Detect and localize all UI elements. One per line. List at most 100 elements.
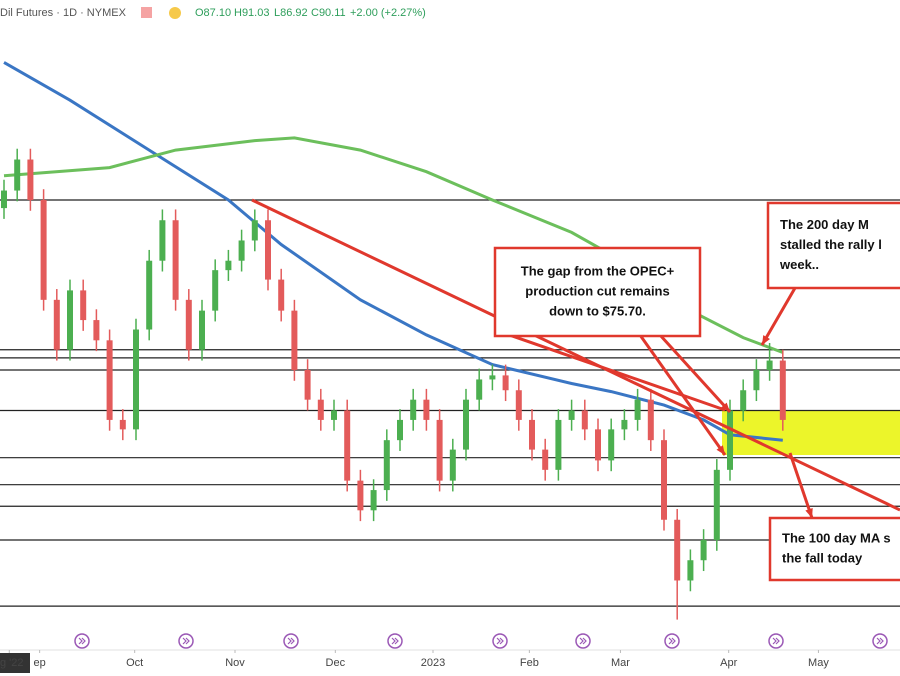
- candle-body: [159, 220, 166, 261]
- candle-body: [740, 390, 747, 411]
- candle-body: [397, 419, 403, 441]
- candle-body: [423, 399, 430, 420]
- dividend-icon: [169, 7, 181, 19]
- event-icon-glyph: [668, 637, 676, 645]
- candle-body: [53, 299, 60, 350]
- x-tick-highlight: [0, 653, 30, 673]
- callout-box: [766, 201, 900, 290]
- candle-body: [687, 560, 694, 581]
- candle-body: [476, 379, 483, 400]
- callout-text: the fall today: [782, 550, 863, 565]
- candle-body: [146, 260, 153, 330]
- open-value: O87.10: [195, 7, 231, 19]
- candle-body: [317, 399, 324, 420]
- x-tick-label: Oct: [126, 657, 143, 669]
- x-tick-label: g '22: [0, 657, 24, 669]
- candle-body: [766, 360, 773, 370]
- event-icon-glyph: [287, 637, 295, 645]
- candle-body: [133, 329, 139, 430]
- callout-arrow: [760, 287, 797, 346]
- callout-box: [493, 246, 702, 338]
- candle-body: [212, 270, 219, 311]
- arrow-head: [762, 335, 770, 345]
- candle-body: [291, 310, 298, 370]
- x-tick-label: Mar: [611, 657, 630, 669]
- event-icon-glyph: [182, 637, 190, 645]
- arrow-head: [805, 508, 813, 518]
- candle-body: [410, 399, 417, 420]
- candle-body: [304, 370, 311, 400]
- candle-body: [595, 429, 601, 461]
- candle-body: [265, 220, 271, 280]
- arrow-head: [716, 445, 725, 455]
- event-icon-glyph: [876, 637, 884, 645]
- flag-icon[interactable]: [141, 7, 152, 18]
- close-value: C90.11: [311, 7, 346, 19]
- candle-body: [436, 419, 443, 481]
- callout-arrow: [788, 452, 814, 519]
- candle-body: [14, 159, 21, 191]
- candle-body: [383, 440, 390, 491]
- trendline: [494, 328, 726, 412]
- candle-body: [67, 290, 73, 350]
- candle-body: [713, 469, 720, 540]
- candle-body: [529, 419, 535, 450]
- candle-body: [251, 220, 258, 241]
- gap-zone: [722, 410, 900, 455]
- candle-body: [225, 260, 232, 271]
- x-tick-label: 2023: [421, 657, 445, 669]
- callout-text: stalled the rally l: [780, 237, 882, 252]
- callout-text: The 100 day MA s: [782, 530, 891, 545]
- change-value: +2.00 (+2.27%): [350, 7, 426, 19]
- event-icon-glyph: [78, 637, 86, 645]
- event-icon-glyph: [496, 637, 504, 645]
- candle-body: [674, 519, 681, 581]
- candle-body: [634, 399, 641, 420]
- callout-text: down to $75.70.: [549, 303, 646, 318]
- candle-body: [753, 370, 760, 391]
- event-icon-glyph: [391, 637, 399, 645]
- callout-text: The 200 day M: [780, 217, 869, 232]
- candle-body: [199, 310, 205, 350]
- candle-body: [515, 390, 522, 420]
- candle-body: [93, 320, 100, 341]
- candle-body: [40, 200, 47, 300]
- candle-body: [779, 360, 786, 420]
- callout-box: [768, 516, 900, 582]
- candle-body: [727, 410, 733, 470]
- candle-body: [647, 399, 654, 441]
- candle-body: [502, 375, 509, 391]
- candle-body: [542, 449, 549, 470]
- plot-area: The gap from the OPEC+ production cut rem…: [0, 61, 900, 620]
- callout-text: The gap from the OPEC+: [521, 263, 675, 278]
- candle-body: [331, 410, 337, 420]
- candle-body: [185, 299, 192, 350]
- callout-text: production cut remains: [525, 283, 669, 298]
- candle-body: [1, 190, 7, 209]
- candle-body: [463, 399, 469, 450]
- callout-arrow: [658, 333, 732, 414]
- symbol: Dil Futures · 1D · NYMEX: [0, 7, 127, 19]
- candle-body: [278, 279, 285, 311]
- callout-text: week..: [779, 257, 819, 272]
- candle-body: [80, 290, 87, 321]
- low-value: L86.92: [274, 7, 308, 19]
- candle-body: [172, 220, 179, 300]
- x-tick-label: Nov: [225, 657, 245, 669]
- candle-body: [489, 375, 496, 380]
- candle-body: [555, 419, 562, 470]
- event-icon-glyph: [772, 637, 780, 645]
- x-tick-label: Dec: [326, 657, 346, 669]
- candle-body: [621, 419, 628, 430]
- x-tick-label: May: [808, 657, 829, 669]
- candle-body: [238, 240, 245, 261]
- candle-body: [568, 410, 575, 420]
- candle-body: [661, 440, 667, 520]
- candle-body: [700, 540, 707, 561]
- candle-body: [119, 419, 126, 430]
- candle-body: [608, 429, 615, 461]
- x-tick-label: Feb: [520, 657, 539, 669]
- candle-body: [449, 449, 456, 481]
- arrow-head: [720, 402, 730, 412]
